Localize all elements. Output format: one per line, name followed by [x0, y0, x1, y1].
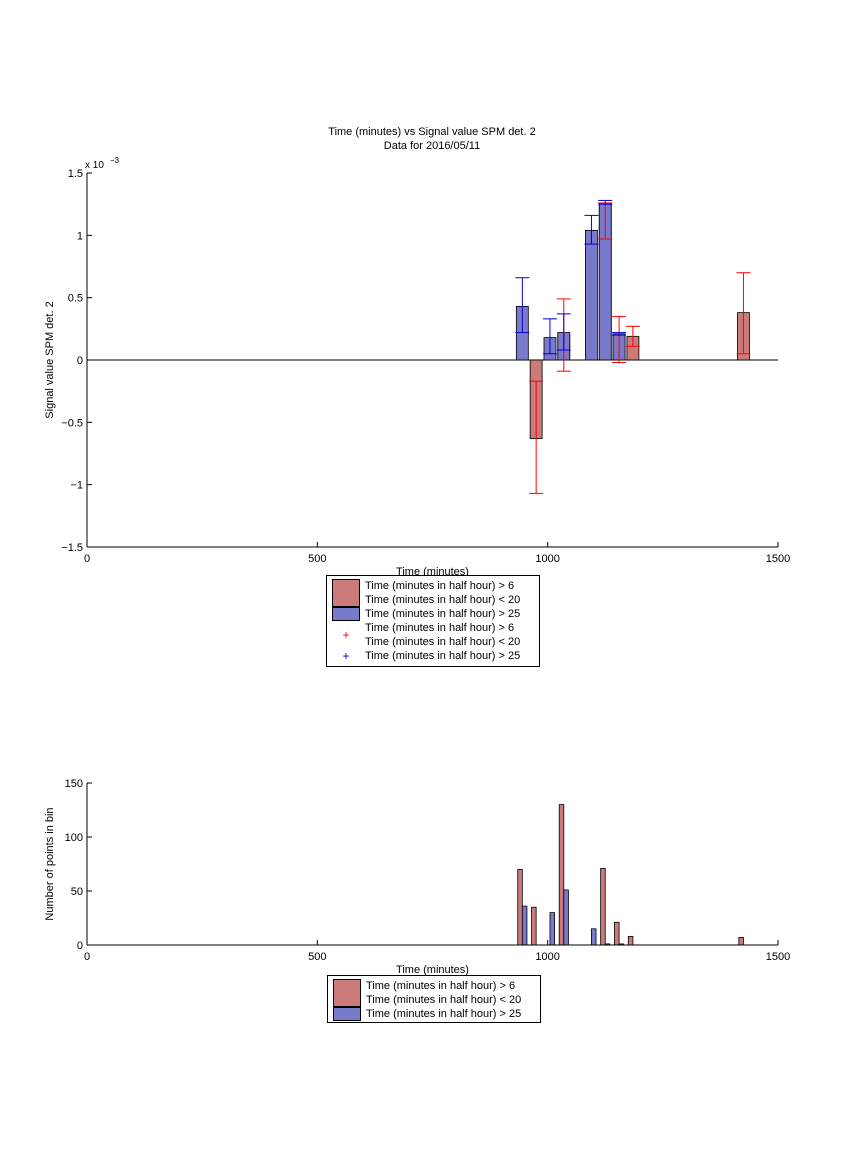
chart2-y-tick-label: 50 — [71, 886, 83, 898]
chart2-y-tick-label: 100 — [65, 832, 83, 844]
chart1-y-tick-label: 1.5 — [68, 168, 83, 180]
chart2-blue-bar — [563, 889, 569, 946]
chart1-legend-entry: Time (minutes in half hour) > 25 — [327, 607, 539, 621]
chart1-title: Time (minutes) vs Signal value SPM det. … — [328, 126, 535, 138]
chart2-y-tick-label: 0 — [77, 940, 83, 952]
chart2-y-tick-label: 150 — [65, 778, 83, 790]
legend-blue-swatch — [332, 607, 360, 621]
chart2-red-bar — [738, 937, 744, 946]
chart2-red-bar — [627, 935, 634, 946]
chart2-red-bar — [600, 867, 606, 946]
chart1-y-tick-label: 1 — [77, 230, 83, 242]
legend-label: Time (minutes in half hour) > 6 Time (mi… — [365, 622, 521, 648]
chart1-x-tick-label: 1000 — [535, 553, 559, 565]
legend-blue-swatch — [333, 1007, 361, 1021]
chart1-legend-entry: + Time (minutes in half hour) > 6 Time (m… — [327, 621, 539, 649]
chart1-y-axis-label: Signal value SPM det. 2 — [44, 301, 56, 418]
chart1-blue-bar — [585, 229, 598, 361]
chart1-subtitle: Data for 2016/05/11 — [384, 140, 480, 152]
legend-red-swatch — [332, 579, 360, 607]
legend-label: Time (minutes in half hour) > 6 Time (mi… — [366, 980, 522, 1006]
chart1-legend-entry: + Time (minutes in half hour) > 25 — [327, 649, 539, 663]
legend-blue-plus-marker: + — [342, 649, 350, 663]
legend-label: Time (minutes in half hour) > 25 — [365, 650, 521, 662]
chart2-plot: 0 500 1000 1500 0 50 100 150 Time (minutes) Numbe… — [44, 778, 790, 976]
chart2-blue-bar — [591, 928, 597, 946]
chart1-y-tick-label: −0.5 — [61, 417, 83, 429]
legend-label: Time (minutes in half hour) > 25 — [366, 1008, 522, 1020]
chart1-y-tick-label: −1.5 — [61, 542, 83, 554]
chart2-x-axis-label: Time (minutes) — [396, 964, 469, 976]
legend-red-swatch — [333, 979, 361, 1007]
chart1-y-tick-label: 0 — [77, 355, 83, 367]
chart2-x-tick-label: 1000 — [535, 951, 559, 963]
chart1-legend: Time (minutes in half hour) > 6 Time (mi… — [326, 575, 540, 667]
legend-red-plus-marker: + — [342, 628, 350, 642]
chart2-blue-bar — [521, 905, 528, 946]
chart2-legend-entry: Time (minutes in half hour) > 6 Time (mi… — [328, 979, 540, 1007]
chart2-x-tick-label: 0 — [84, 951, 90, 963]
chart2-legend: Time (minutes in half hour) > 6 Time (mi… — [327, 975, 541, 1023]
chart1-y-exponent-base: x 10 — [85, 160, 104, 171]
chart1-x-tick-label: 1500 — [766, 553, 790, 565]
chart2-red-bar — [517, 869, 523, 946]
chart2-red-bar — [531, 906, 537, 946]
chart2-red-bar — [614, 921, 620, 946]
chart1-y-exponent-power: −3 — [110, 156, 120, 165]
chart1-y-tick-label: −1 — [70, 480, 83, 492]
chart2-legend-entry: Time (minutes in half hour) > 25 — [328, 1007, 540, 1021]
chart2-red-bar — [558, 804, 565, 946]
chart1-legend-entry: Time (minutes in half hour) > 6 Time (mi… — [327, 579, 539, 607]
legend-label: Time (minutes in half hour) > 25 — [365, 608, 521, 620]
chart2-x-tick-label: 1500 — [766, 951, 790, 963]
legend-label: Time (minutes in half hour) > 6 Time (mi… — [365, 580, 521, 606]
chart2-x-tick-label: 500 — [308, 951, 326, 963]
chart1-x-tick-label: 0 — [84, 553, 90, 565]
chart1-x-tick-label: 500 — [308, 553, 326, 565]
chart1-y-tick-label: 0.5 — [68, 293, 83, 305]
chart2-y-axis-label: Number of points in bin — [44, 807, 56, 920]
chart2-blue-bar — [549, 912, 555, 946]
